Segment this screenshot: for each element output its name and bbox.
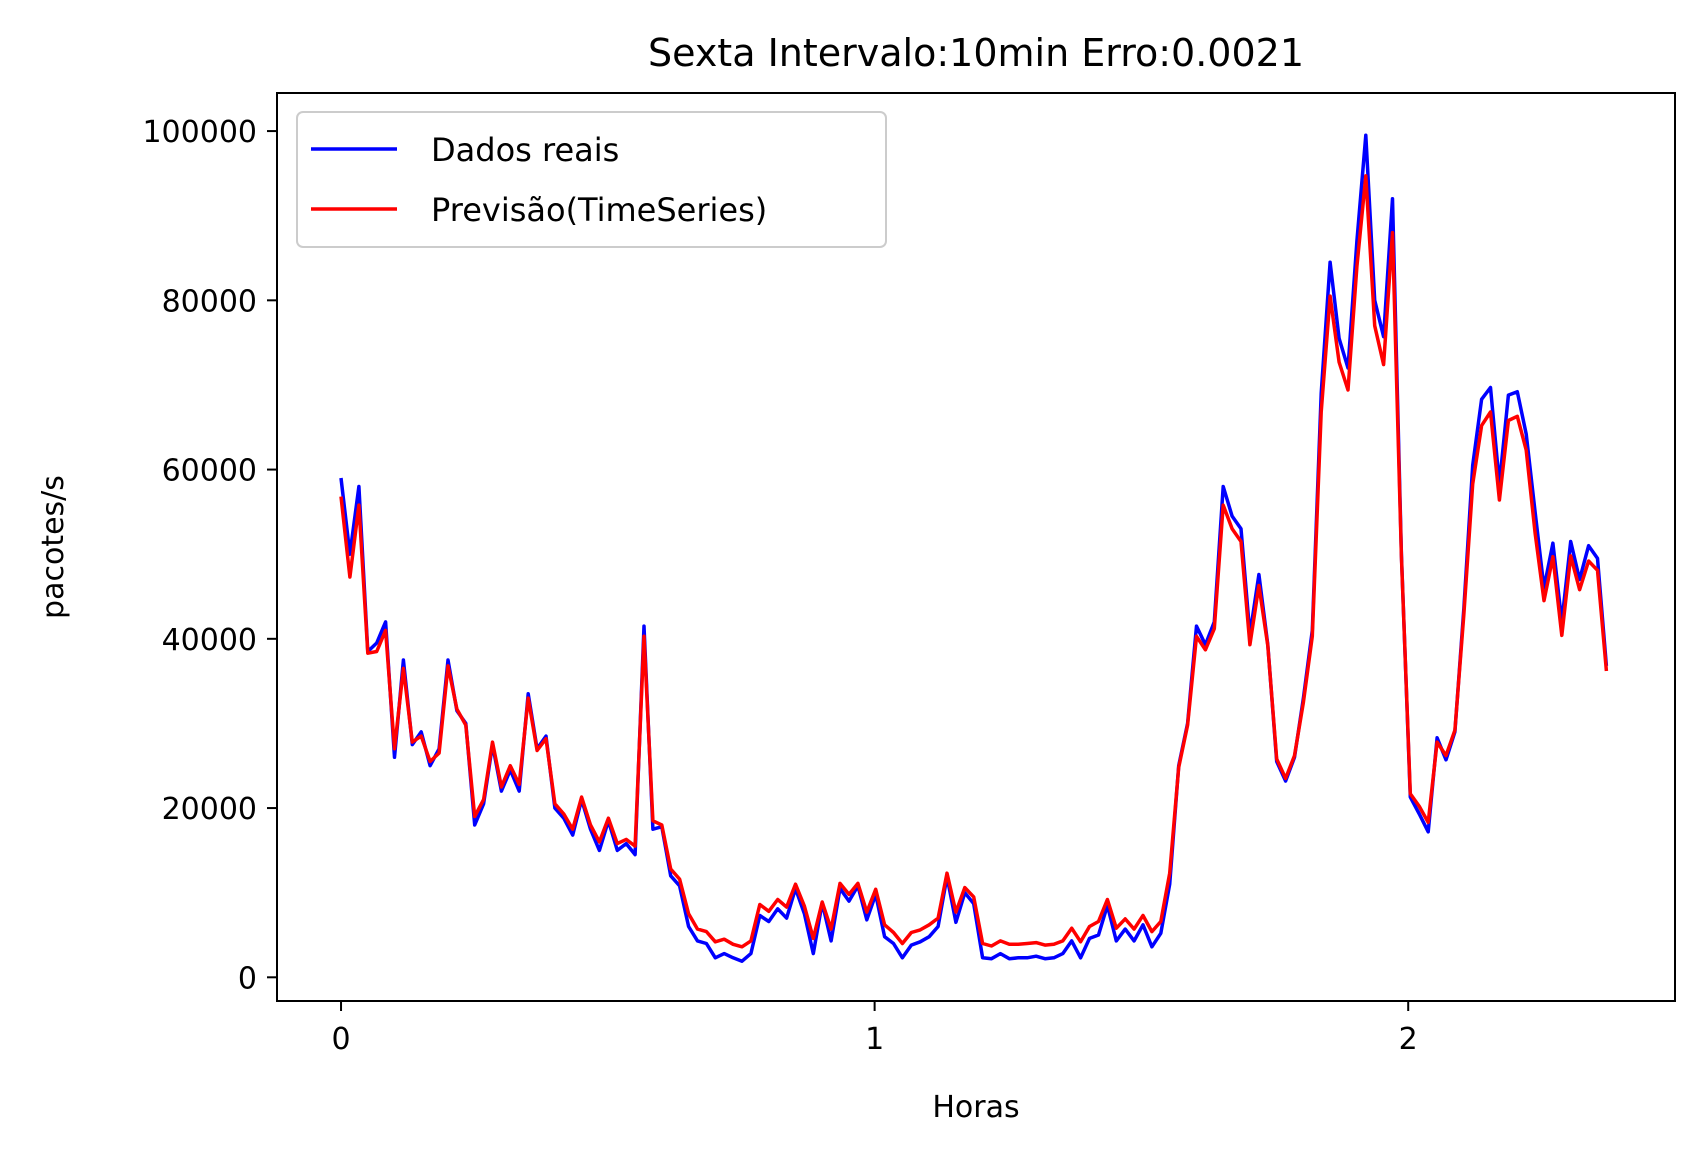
series-line-previsao xyxy=(339,174,1609,949)
y-tick-label: 80000 xyxy=(162,284,257,319)
chart-title: Sexta Intervalo:10min Erro:0.0021 xyxy=(648,31,1304,75)
legend-label-previsao: Previsão(TimeSeries) xyxy=(431,191,767,229)
legend-label-dados-reais: Dados reais xyxy=(431,131,619,169)
y-tick-label: 20000 xyxy=(162,792,257,827)
legend-box xyxy=(296,111,887,248)
x-tick-label: 0 xyxy=(331,1022,350,1057)
y-axis-ticks: 0 20000 40000 60000 80000 100000 xyxy=(142,115,277,996)
y-tick-label: 40000 xyxy=(162,623,257,658)
y-tick-label: 100000 xyxy=(142,115,257,150)
x-axis-label: Horas xyxy=(932,1090,1019,1125)
y-tick-label: 60000 xyxy=(162,454,257,489)
y-axis-label: pacotes/s xyxy=(36,475,71,619)
series-layer xyxy=(339,133,1609,963)
x-axis-ticks: 0 1 2 xyxy=(331,1001,1418,1057)
legend: Dados reais Previsão(TimeSeries) xyxy=(296,111,887,248)
x-tick-label: 2 xyxy=(1399,1022,1418,1057)
x-tick-label: 1 xyxy=(865,1022,884,1057)
y-tick-label: 0 xyxy=(238,961,257,996)
